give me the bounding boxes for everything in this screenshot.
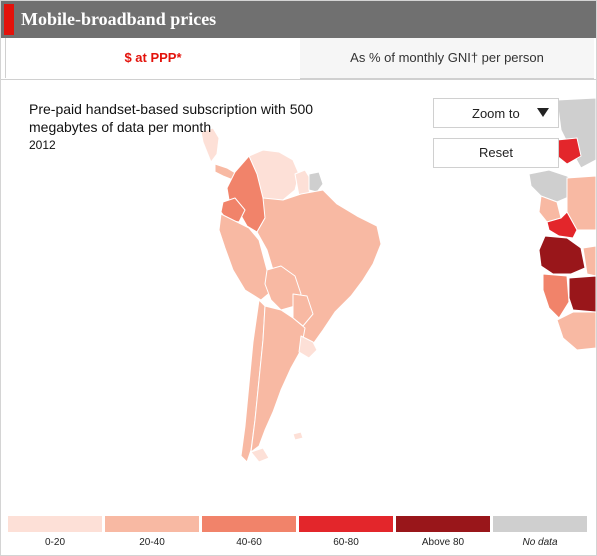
zoom-to-label: Zoom to [472, 106, 520, 121]
legend-label-no-data: No data [522, 537, 558, 548]
map-svg [200, 97, 596, 463]
legend-label-above-80: Above 80 [421, 537, 465, 548]
header-bar: Mobile-broadband prices [1, 1, 596, 38]
ecuador-country [220, 197, 246, 223]
paraguay-country [292, 293, 314, 327]
legend-swatch-20-40 [105, 516, 199, 532]
legend-swatch-40-60 [202, 516, 296, 532]
africa-drc-red [546, 211, 578, 239]
south-africa-country [556, 311, 596, 351]
legend-label-40-60: 40-60 [236, 537, 262, 548]
namibia-country [542, 273, 570, 319]
legend-swatch-0-20 [8, 516, 102, 532]
map-area[interactable]: Pre-paid handset-based subscription with… [1, 80, 596, 506]
peru-country [218, 213, 274, 301]
central-america-region [200, 127, 220, 163]
legend: 0-20 20-40 40-60 60-80 Above 80 No data [8, 516, 590, 554]
uruguay-country [298, 335, 318, 359]
tierra-del-fuego [250, 447, 270, 463]
angola-country [538, 235, 586, 275]
zoom-to-dropdown[interactable]: Zoom to [433, 98, 559, 128]
suriname-country [308, 171, 324, 193]
map-year: 2012 [29, 138, 56, 152]
reset-button[interactable]: Reset [433, 138, 559, 168]
header-accent [4, 4, 14, 35]
africa-central-light [566, 175, 596, 231]
legend-swatch-above-80 [396, 516, 490, 532]
chart-title: Mobile-broadband prices [21, 9, 217, 29]
legend-label-0-20: 0-20 [44, 537, 65, 548]
falklands-islands [292, 431, 304, 441]
zambia-country [582, 245, 596, 277]
map-subtitle: Pre-paid handset-based subscription with… [29, 101, 314, 135]
argentina-country [250, 305, 306, 453]
triangle-down-icon [537, 108, 549, 117]
tab-ppp[interactable]: $ at PPP* [5, 38, 301, 78]
tab-bar: $ at PPP* As % of monthly GNI† per perso… [1, 38, 596, 80]
botswana-country [568, 275, 596, 313]
legend-label-20-40: 20-40 [139, 537, 165, 548]
legend-swatch-60-80 [299, 516, 393, 532]
brazil-country [256, 189, 382, 345]
legend-swatch-no-data [493, 516, 587, 532]
africa-north-nodata [556, 97, 596, 169]
legend-label-60-80: 60-80 [333, 537, 359, 548]
tab-gni[interactable]: As % of monthly GNI† per person [300, 38, 594, 79]
